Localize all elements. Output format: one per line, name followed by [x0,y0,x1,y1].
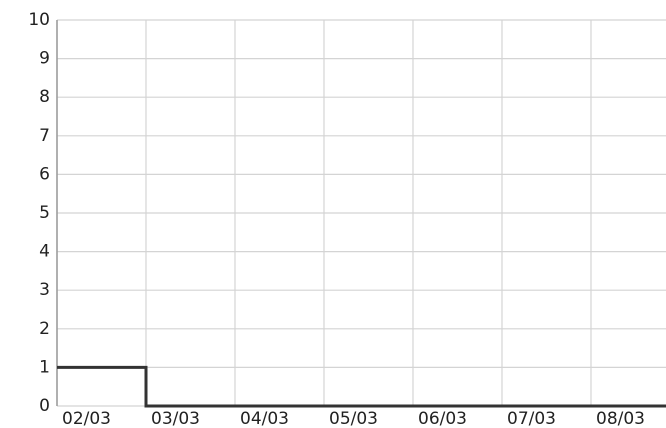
x-tick-label: 02/03 [62,409,111,428]
x-tick-label: 06/03 [418,409,467,428]
x-tick-label: 04/03 [240,409,289,428]
y-tick-label: 5 [39,203,50,223]
y-tick-label: 7 [39,126,50,146]
y-tick-label: 0 [39,396,50,416]
x-tick-label: 08/03 [596,409,645,428]
data-line [57,365,666,408]
y-tick-label: 6 [39,164,50,184]
y-tick-label: 1 [39,357,50,377]
x-tick-label: 03/03 [151,409,200,428]
x-tick-label: 05/03 [329,409,378,428]
y-tick-label: 10 [28,10,50,30]
y-tick-label: 3 [39,280,50,300]
y-tick-label: 4 [39,242,50,262]
x-tick-label: 07/03 [507,409,556,428]
y-tick-label: 9 [39,49,50,69]
y-tick-label: 2 [39,319,50,339]
y-tick-label: 8 [39,87,50,107]
